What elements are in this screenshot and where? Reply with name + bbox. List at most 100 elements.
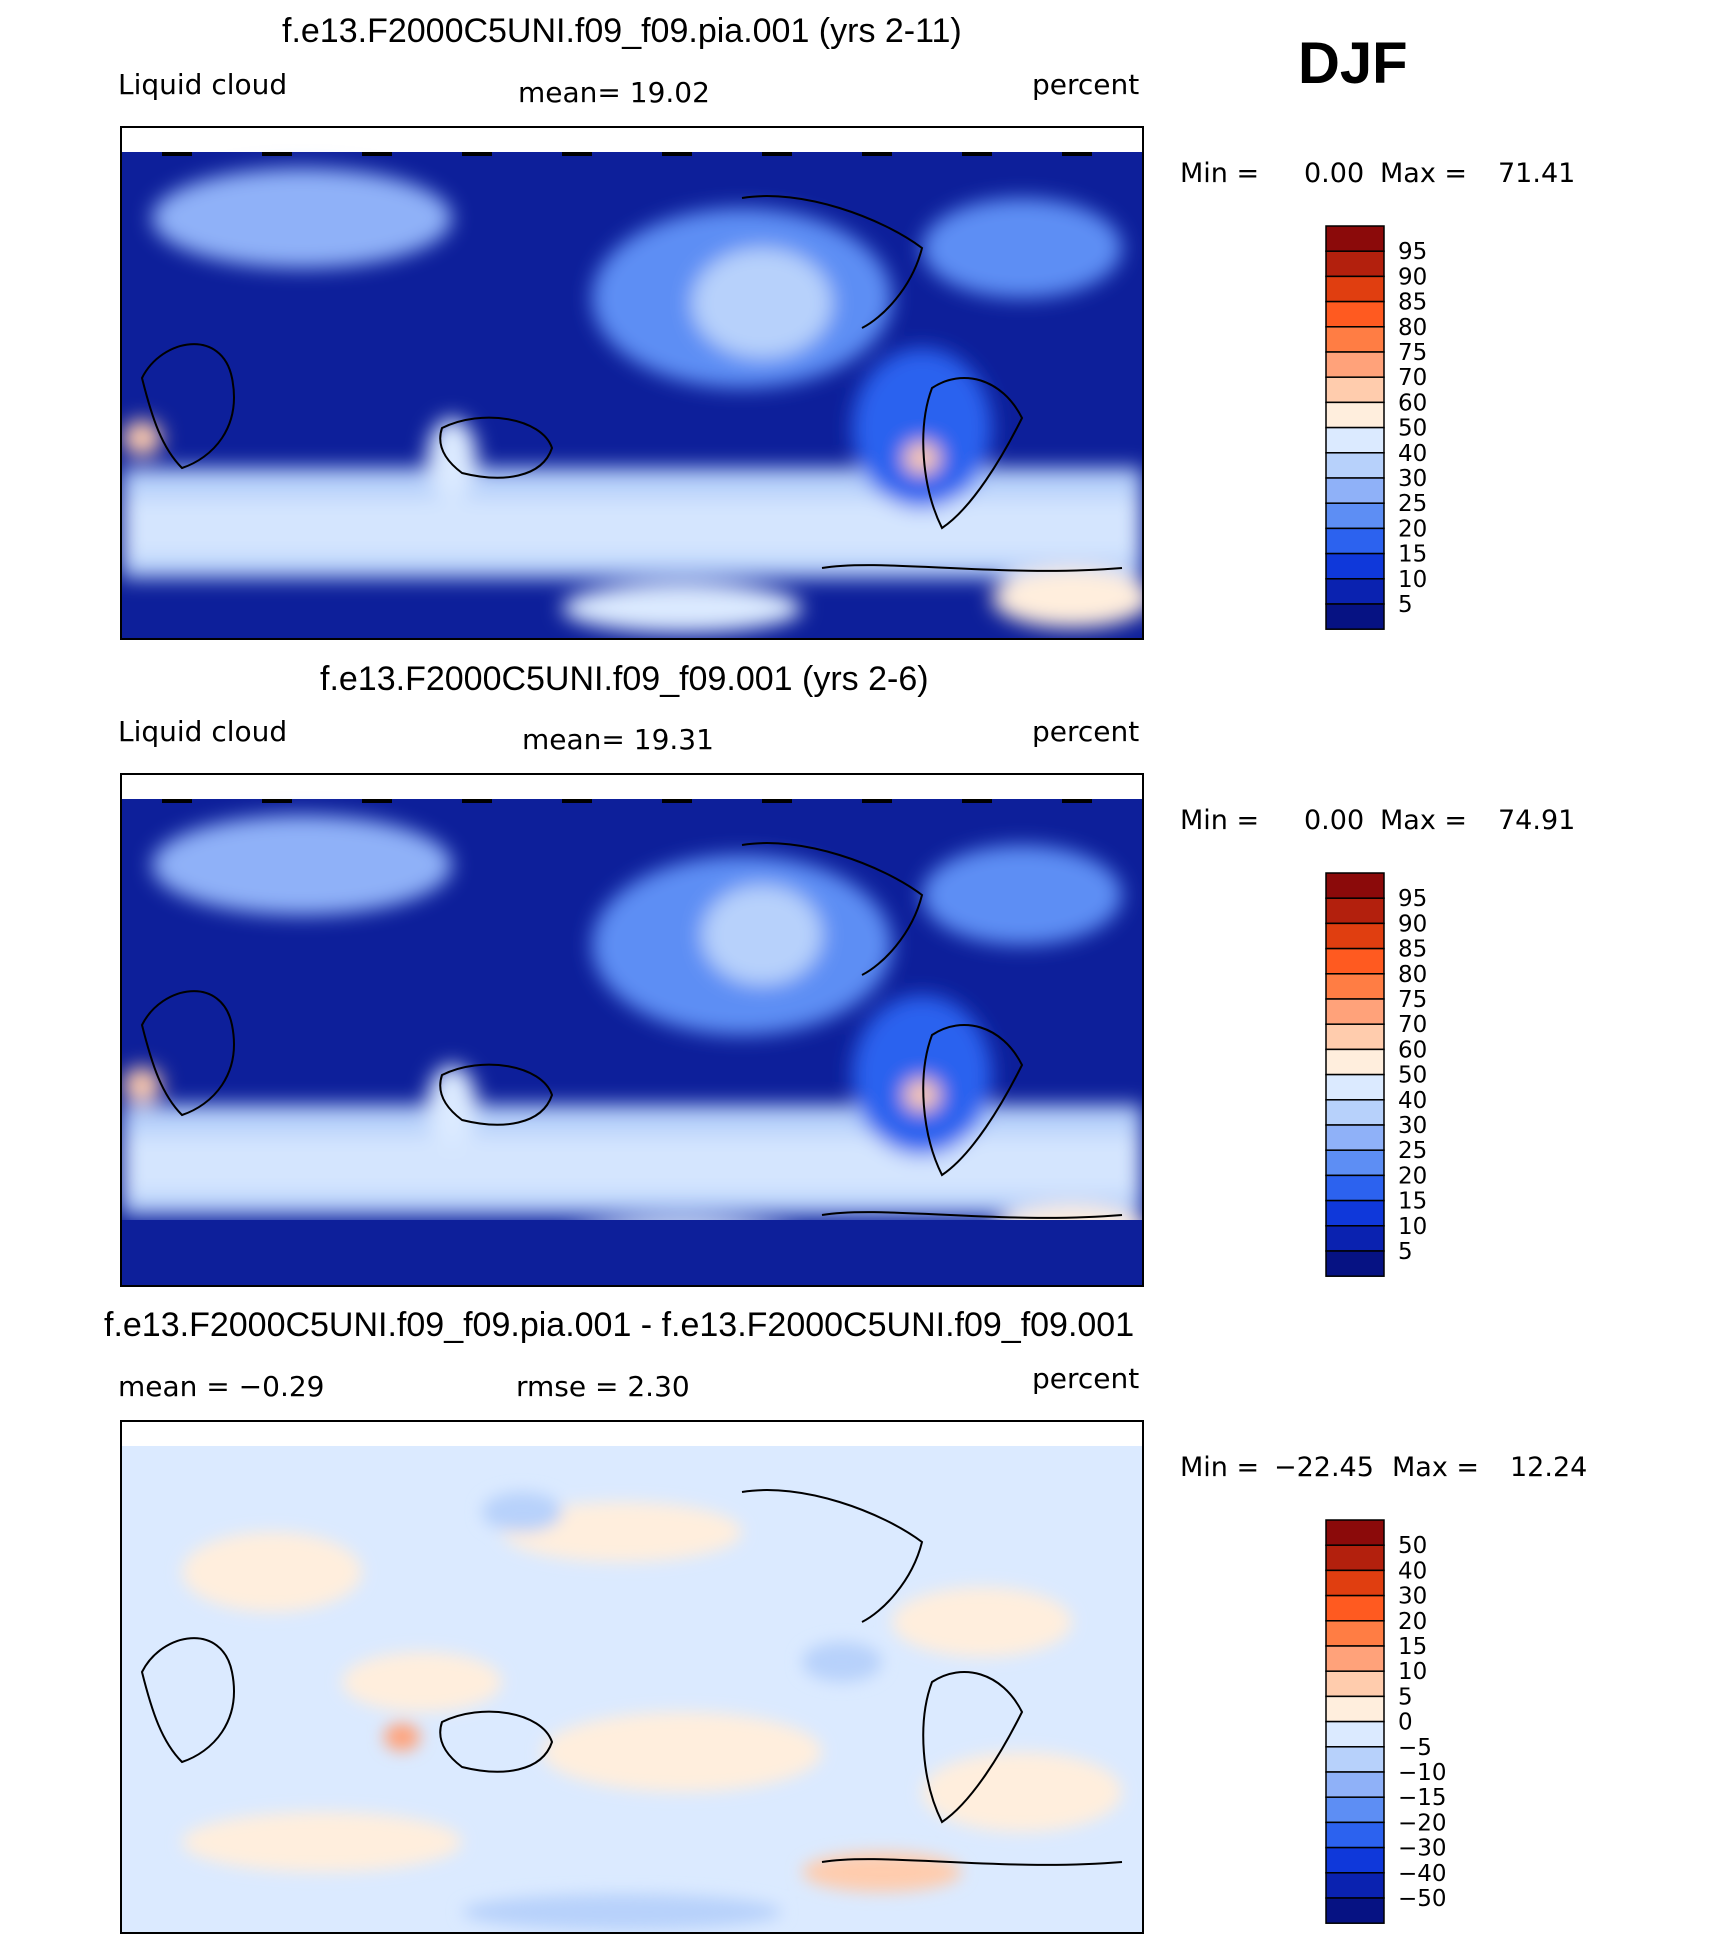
panel-1-colorbar-label: 95 [1398,239,1427,265]
panel-2-colorbar-label: 10 [1398,1214,1427,1240]
colorbar-swatch [1325,947,1385,975]
panel-1-colorbar-label: 85 [1398,290,1427,316]
panel-2-colorbar-label: 80 [1398,962,1427,988]
panel-1-colorbar-label: 30 [1398,466,1427,492]
colorbar-swatch [1325,1846,1385,1874]
colorbar-swatch [1325,1645,1385,1672]
panel-2-colorbar-label: 95 [1398,886,1427,912]
colorbar-swatch [1325,1149,1385,1177]
panel-3-max-value: 12.24 [1510,1452,1588,1483]
panel-1-title: f.e13.F2000C5UNI.f09_f09.pia.001 (yrs 2-… [282,12,962,50]
colorbar-swatch [1325,1073,1385,1101]
panel-1-map-field [122,128,1142,638]
season-label: DJF [1298,31,1408,96]
colorbar-swatch [1325,351,1385,378]
panel-3-map [120,1420,1144,1934]
panel-1-max-value: 71.41 [1498,158,1576,189]
panel-3-max-label: Max = [1392,1452,1480,1483]
panel-1-colorbar-label: 75 [1398,340,1427,366]
panel-3-colorbar: 50 40 30 20 15 10 5 0 −5 −10 −15 −20 −30… [1325,1519,1447,1924]
colorbar-swatch [1325,1544,1385,1572]
panel-1-map [120,126,1144,640]
panel-3-colorbar-label: −30 [1398,1836,1447,1862]
panel-3-units: percent [1032,1362,1140,1395]
panel-3-colorbar-label: −50 [1398,1886,1447,1912]
panel-3-colorbar-label: 20 [1398,1609,1427,1635]
panel-2-units: percent [1032,715,1140,748]
panel-3-colorbar-label: −10 [1398,1760,1447,1786]
panel-2-colorbar-label: 90 [1398,911,1427,937]
panel-3-map-field [122,1422,1142,1932]
panel-3-colorbar-label: 50 [1398,1533,1427,1559]
colorbar-swatch [1325,922,1385,950]
colorbar-swatch [1325,1897,1385,1924]
panel-3-mean: mean = −0.29 [118,1370,325,1403]
panel-2-map [120,773,1144,1287]
panel-2-colorbar-label: 60 [1398,1037,1427,1063]
panel-1-units: percent [1032,68,1140,101]
panel-2-colorbar-label: 5 [1398,1239,1413,1265]
colorbar-swatch [1325,1099,1385,1126]
colorbar-swatch [1325,1796,1385,1824]
panel-1-colorbar: 95 90 85 80 75 70 60 50 40 30 25 20 15 1… [1325,225,1427,630]
colorbar-swatch [1325,1023,1385,1051]
panel-2-colorbar-label: 75 [1398,987,1427,1013]
panel-3-colorbar-label: −20 [1398,1810,1447,1836]
panel-1-colorbar-label: 15 [1398,542,1427,568]
panel-3-colorbar-label: −5 [1398,1735,1432,1761]
colorbar-swatch [1325,603,1385,630]
colorbar-swatch [1325,1199,1385,1227]
colorbar-swatch [1325,1225,1385,1252]
panel-2-map-field [122,775,1142,1285]
colorbar-swatch [1325,973,1385,1000]
panel-2-max-value: 74.91 [1498,805,1576,836]
panel-2-colorbar-label: 85 [1398,937,1427,963]
colorbar-swatch [1325,1821,1385,1849]
panel-1-max-label: Max = [1380,158,1468,189]
colorbar-swatch [1325,1174,1385,1202]
panel-2-colorbar-label: 70 [1398,1012,1427,1038]
colorbar-swatch [1325,1569,1385,1597]
panel-2-colorbar-label: 15 [1398,1189,1427,1215]
panel-1-colorbar-label: 25 [1398,491,1427,517]
panel-1-mean: mean= 19.02 [518,76,710,109]
colorbar-swatch [1325,1746,1385,1773]
panel-2-colorbar-label: 30 [1398,1113,1427,1139]
colorbar-swatch [1325,1720,1385,1748]
colorbar-swatch [1325,872,1385,899]
panel-3-rmse: rmse = 2.30 [516,1370,690,1403]
panel-2-min-label: Min = [1180,805,1260,836]
panel-2-colorbar-label: 20 [1398,1163,1427,1189]
colorbar-swatch [1325,401,1385,429]
colorbar-swatch [1325,578,1385,605]
panel-2-colorbar: 95 90 85 80 75 70 60 50 40 30 25 20 15 1… [1325,872,1427,1277]
panel-1-colorbar-label: 70 [1398,365,1427,391]
panel-1-min-value: 0.00 [1304,158,1365,189]
colorbar-swatch [1325,998,1385,1025]
panel-1-variable: Liquid cloud [118,68,288,101]
colorbar-swatch [1325,1124,1385,1151]
panel-2-variable: Liquid cloud [118,715,288,748]
colorbar-swatch [1325,1519,1385,1546]
colorbar-swatch [1325,250,1385,278]
colorbar-swatch [1325,1872,1385,1899]
colorbar-swatch [1325,225,1385,252]
colorbar-swatch [1325,376,1385,404]
colorbar-swatch [1325,1594,1385,1622]
colorbar-swatch [1325,502,1385,530]
panel-2-min-value: 0.00 [1304,805,1365,836]
panel-1-min-label: Min = [1180,158,1260,189]
colorbar-swatch [1325,1695,1385,1723]
panel-1-colorbar-label: 40 [1398,441,1427,467]
panel-3-colorbar-label: −40 [1398,1861,1447,1887]
panel-3-colorbar-label: 15 [1398,1634,1427,1660]
colorbar-swatch [1325,1048,1385,1076]
panel-3-colorbar-label: 5 [1398,1684,1413,1710]
panel-1-colorbar-label: 50 [1398,416,1427,442]
panel-3-colorbar-label: 10 [1398,1659,1427,1685]
colorbar-swatch [1325,1670,1385,1698]
panel-2-colorbar-label: 50 [1398,1063,1427,1089]
panel-2-colorbar-label: 40 [1398,1088,1427,1114]
panel-3-min-label: Min = [1180,1452,1260,1483]
colorbar-swatch [1325,452,1385,479]
